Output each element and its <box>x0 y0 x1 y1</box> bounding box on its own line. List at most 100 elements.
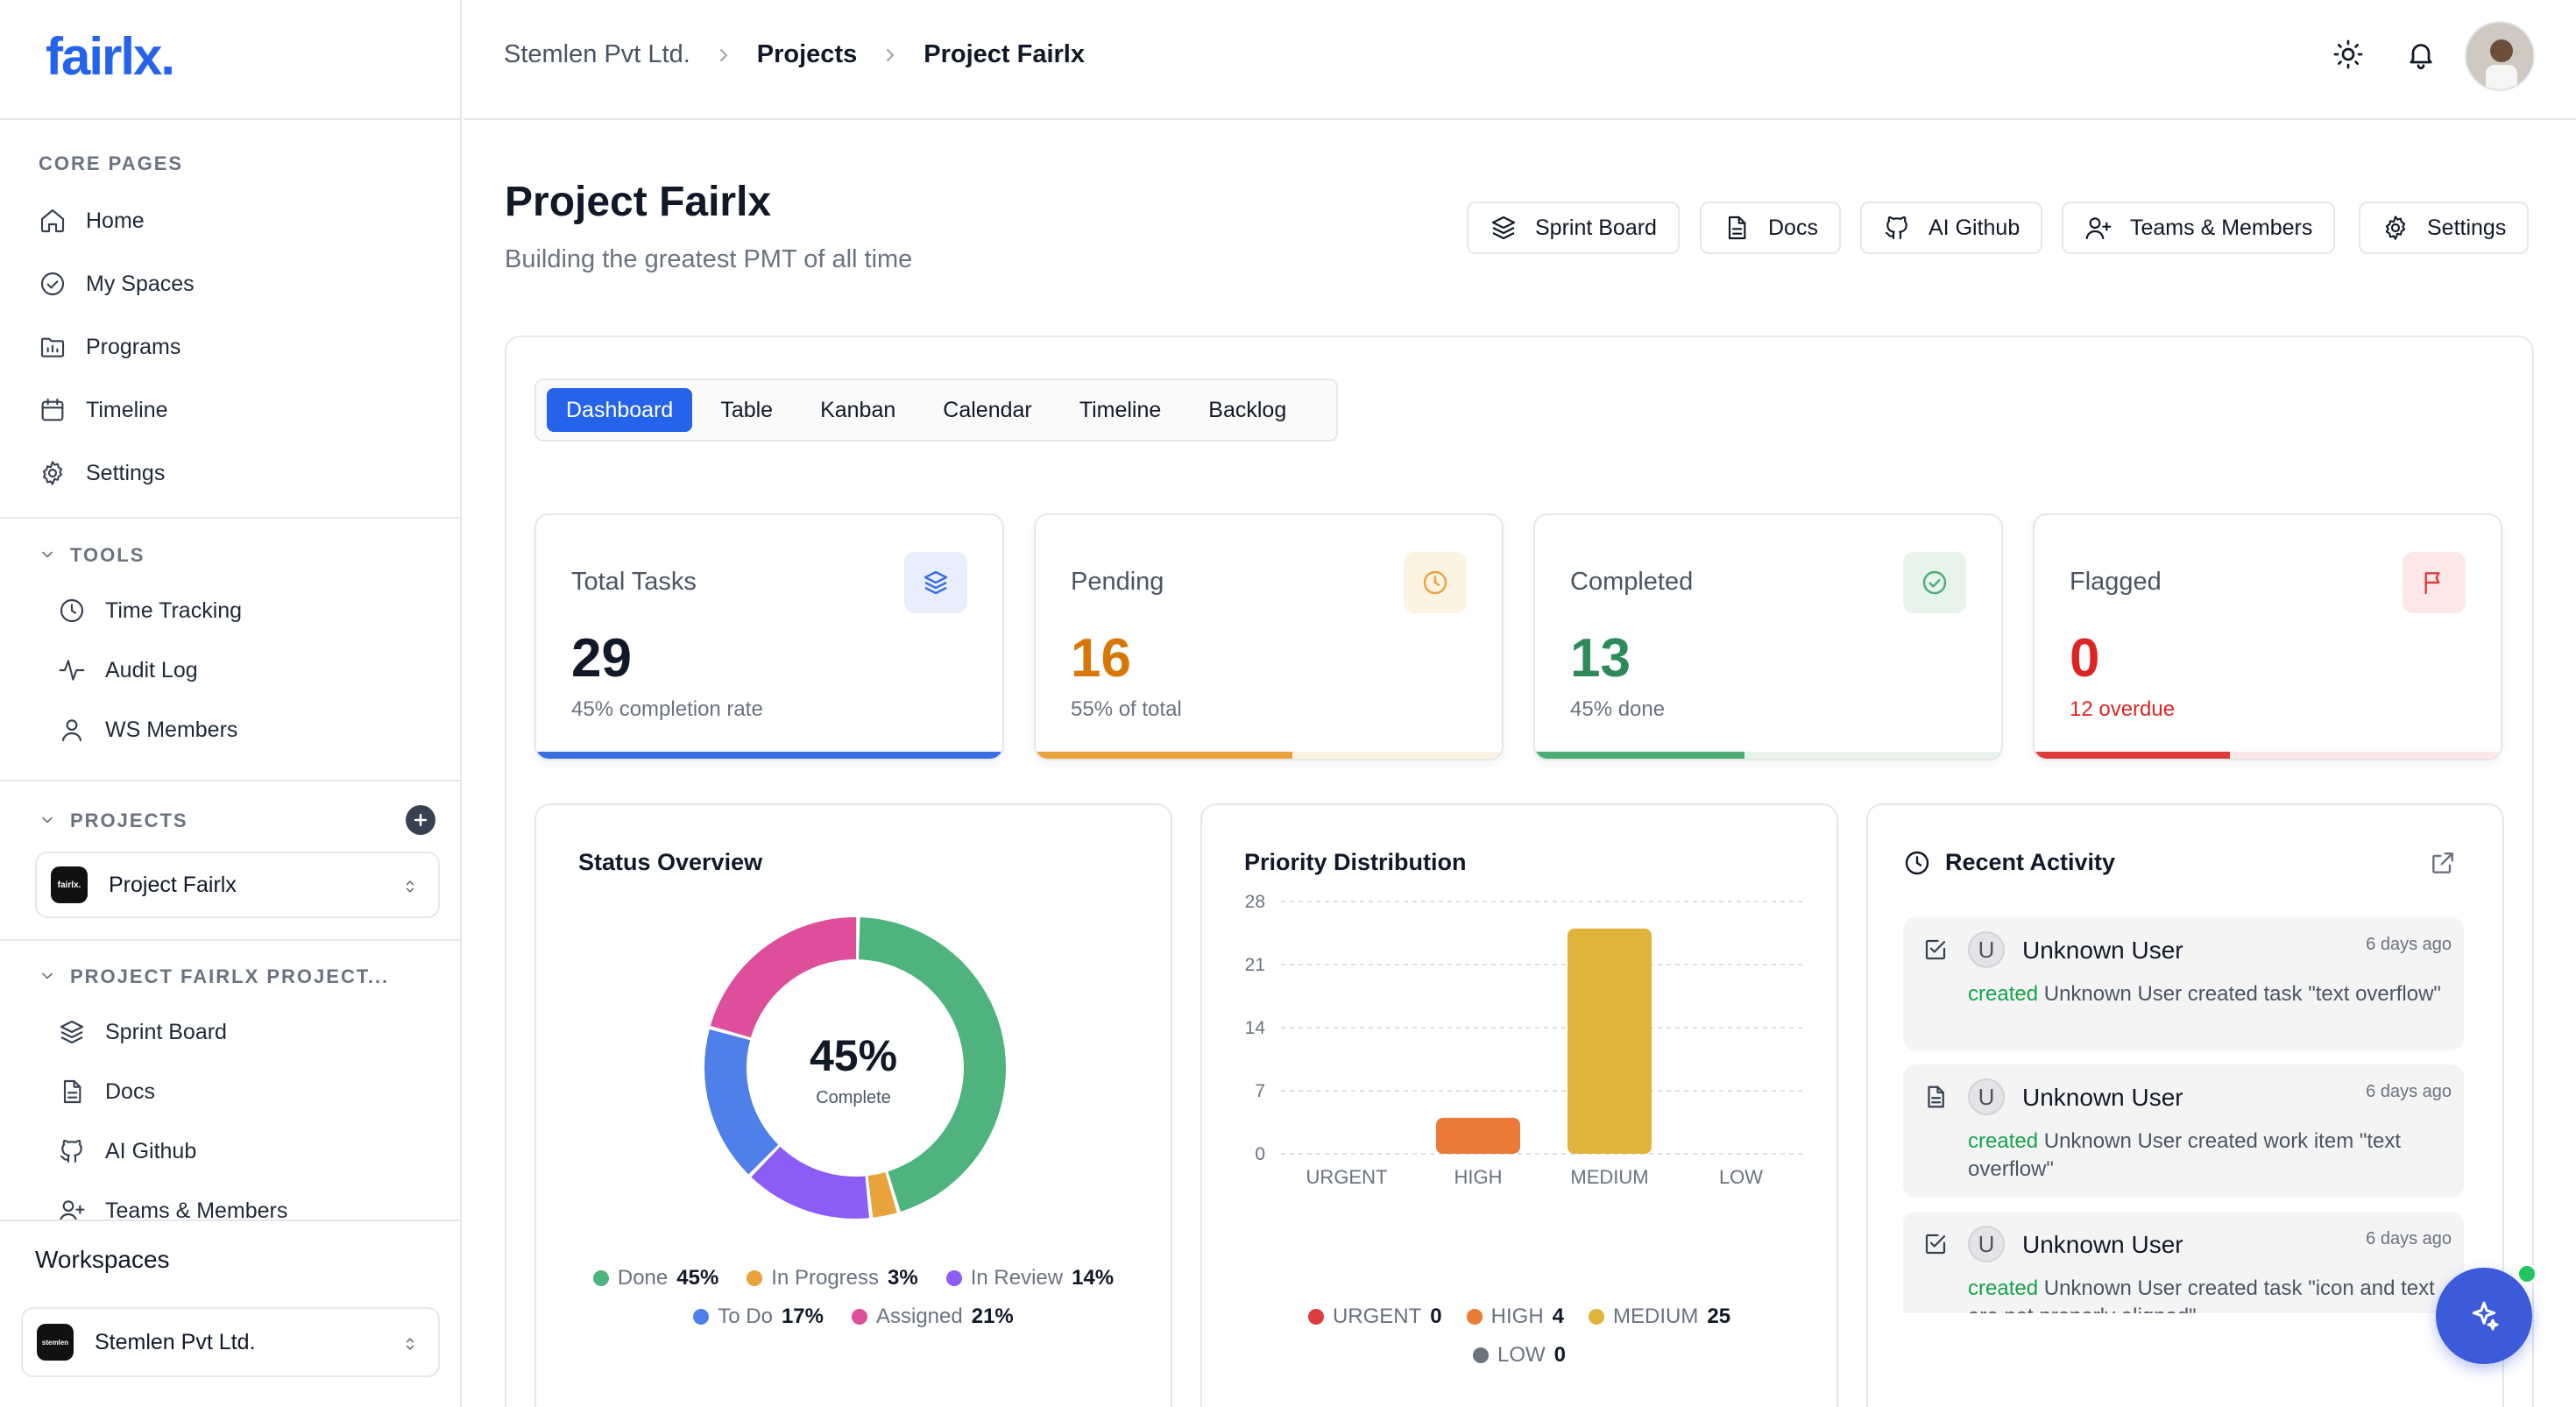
workspace-select[interactable]: stemlen Stemlen Pvt Ltd. <box>21 1307 440 1377</box>
sidebar-item-settings[interactable]: Settings <box>39 454 165 492</box>
ai-assistant-button[interactable] <box>2436 1268 2532 1364</box>
home-icon <box>40 209 65 233</box>
stat-card-flagged: Flagged 0 12 overdue <box>2033 513 2502 760</box>
checkbox-icon <box>1925 939 1946 960</box>
avatar: U <box>1968 931 2005 968</box>
card-title: Recent Activity <box>1945 849 2116 875</box>
legend-dot <box>747 1270 763 1286</box>
sidebar-item-label: Docs <box>105 1078 155 1104</box>
tab-calendar[interactable]: Calendar <box>943 397 1032 422</box>
clock-icon <box>1905 851 1929 875</box>
donut-slice-assigned[interactable] <box>710 917 857 1038</box>
fairlx-logo[interactable]: fairlx. <box>46 27 175 86</box>
activity-item[interactable]: U Unknown User 6 days ago created Unknow… <box>1903 1212 2464 1313</box>
donut-slice-done[interactable] <box>859 917 1006 1212</box>
sidebar-item-docs[interactable]: Docs <box>58 1072 155 1111</box>
status-legend-row-1: Done 45% In Progress 3% In Review 14% <box>536 1266 1171 1290</box>
project-select[interactable]: fairlx. Project Fairlx <box>35 852 440 918</box>
page-title: Project Fairlx <box>505 179 772 225</box>
sidebar-item-sprint-board[interactable]: Sprint Board <box>58 1013 227 1051</box>
donut-slice-in-review[interactable] <box>751 1146 870 1219</box>
legend-label: LOW <box>1497 1343 1546 1367</box>
activity-item[interactable]: U Unknown User 6 days ago created Unknow… <box>1903 1064 2464 1198</box>
breadcrumb-projects[interactable]: Projects <box>756 40 858 68</box>
tab-timeline[interactable]: Timeline <box>1079 397 1162 422</box>
project-select-value: Project Fairlx <box>109 872 237 897</box>
y-tick-label: 0 <box>1255 1144 1265 1164</box>
stat-description: 45% completion rate <box>571 697 763 721</box>
add-project-button[interactable] <box>406 805 435 835</box>
chevron-updown-icon <box>406 880 414 894</box>
stat-label: Flagged <box>2070 568 2162 596</box>
tab-backlog[interactable]: Backlog <box>1208 397 1287 422</box>
legend-item-urgent: URGENT 0 <box>1307 1304 1442 1329</box>
stat-icon-box <box>904 552 967 613</box>
folder-chart-icon <box>40 337 65 357</box>
sidebar-item-label: WS Members <box>105 717 238 742</box>
external-link-icon[interactable] <box>2429 849 2457 877</box>
layers-icon <box>60 1020 84 1044</box>
sidebar-item-ws-members[interactable]: WS Members <box>58 711 237 749</box>
activity-item[interactable]: U Unknown User 6 days ago created Unknow… <box>1903 917 2464 1050</box>
sidebar-item-label: Teams & Members <box>105 1198 288 1223</box>
plus-icon <box>414 813 428 827</box>
sidebar-item-programs[interactable]: Programs <box>39 328 180 366</box>
legend-item-high: HIGH 4 <box>1466 1304 1564 1329</box>
chevron-down-icon[interactable] <box>39 546 56 563</box>
sidebar-item-label: AI Github <box>105 1138 197 1163</box>
stat-card-total-tasks: Total Tasks 29 45% completion rate <box>534 513 1004 760</box>
activity-user: Unknown User <box>2022 937 2183 964</box>
sidebar-item-ai-github[interactable]: AI Github <box>58 1132 196 1170</box>
gear-icon <box>2385 216 2406 240</box>
donut-slice-in-progress[interactable] <box>867 1172 897 1218</box>
project-pages-heading[interactable]: PROJECT FAIRLX PROJECT... <box>70 965 390 987</box>
sprint-board-button[interactable]: Sprint Board <box>1467 202 1680 254</box>
sun-icon[interactable] <box>2332 39 2364 70</box>
tools-heading[interactable]: TOOLS <box>70 544 145 566</box>
sidebar-item-my-spaces[interactable]: My Spaces <box>39 265 195 303</box>
stat-label: Pending <box>1071 568 1164 596</box>
button-label: Docs <box>1768 215 1818 240</box>
sidebar-item-teams-members[interactable]: Teams & Members <box>58 1191 287 1230</box>
teams-members-button[interactable]: Teams & Members <box>2062 202 2336 254</box>
legend-label: Done <box>617 1266 669 1290</box>
bar-medium[interactable] <box>1568 928 1652 1154</box>
sidebar-item-timeline[interactable]: Timeline <box>39 391 168 429</box>
sidebar-item-home[interactable]: Home <box>39 202 145 240</box>
tab-dashboard[interactable]: Dashboard <box>547 388 693 432</box>
breadcrumb-workspace[interactable]: Stemlen Pvt Ltd. <box>504 40 690 68</box>
chevron-down-icon[interactable] <box>39 811 56 829</box>
stat-value: 0 <box>2070 628 2100 689</box>
breadcrumb-current: Project Fairlx <box>924 40 1085 68</box>
sidebar-item-label: My Spaces <box>86 271 195 296</box>
calendar-icon <box>41 398 64 421</box>
project-logo: fairlx. <box>51 866 88 903</box>
stat-progress-fill <box>2035 752 2231 759</box>
bar-high[interactable] <box>1436 1117 1520 1154</box>
core-pages-heading: CORE PAGES <box>39 152 184 174</box>
legend-value: 14% <box>1072 1266 1115 1290</box>
sidebar-item-time-tracking[interactable]: Time Tracking <box>58 591 242 630</box>
layers-icon <box>924 570 948 595</box>
legend-value: 45% <box>676 1266 719 1290</box>
stat-description: 12 overdue <box>2070 697 2176 721</box>
sidebar-item-label: Home <box>86 208 145 233</box>
sidebar-divider <box>0 118 460 120</box>
gear-icon <box>42 461 63 485</box>
sidebar-item-audit-log[interactable]: Audit Log <box>58 651 198 689</box>
stat-label: Total Tasks <box>571 568 697 596</box>
ai-github-button[interactable]: AI Github <box>1860 202 2043 254</box>
bell-icon[interactable] <box>2405 39 2437 70</box>
chevron-down-icon[interactable] <box>39 967 56 985</box>
document-icon <box>63 1079 81 1104</box>
settings-button[interactable]: Settings <box>2359 202 2530 254</box>
tab-table[interactable]: Table <box>720 397 774 422</box>
donut-slice-to-do[interactable] <box>704 1029 779 1175</box>
x-tick-label: URGENT <box>1306 1166 1388 1188</box>
sparkles-icon <box>2472 1301 2499 1331</box>
projects-heading[interactable]: PROJECTS <box>70 810 188 831</box>
user-avatar[interactable] <box>2465 21 2535 91</box>
tab-kanban[interactable]: Kanban <box>820 397 896 422</box>
docs-button[interactable]: Docs <box>1700 202 1841 254</box>
x-tick-label: MEDIUM <box>1570 1166 1648 1188</box>
